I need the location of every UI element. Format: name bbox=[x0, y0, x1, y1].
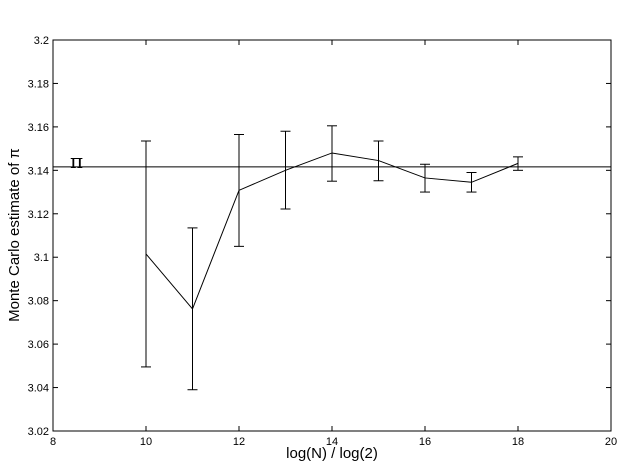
x-axis-label: log(N) / log(2) bbox=[286, 445, 378, 462]
series-group bbox=[141, 125, 523, 391]
y-tick-label: 3.14 bbox=[28, 165, 49, 177]
error-bar bbox=[141, 140, 151, 368]
error-bar bbox=[327, 125, 337, 182]
y-tick-label: 3.06 bbox=[28, 339, 49, 351]
error-bar bbox=[373, 140, 384, 182]
x-tick-label: 16 bbox=[419, 436, 431, 448]
y-tick-label: 3.02 bbox=[28, 426, 49, 438]
error-bar bbox=[187, 227, 198, 391]
y-tick-label: 3.18 bbox=[28, 78, 49, 90]
x-tick-label: 18 bbox=[512, 436, 524, 448]
error-bar bbox=[513, 156, 523, 171]
ticks bbox=[52, 39, 612, 432]
y-tick-label: 3.2 bbox=[34, 35, 49, 47]
y-tick-label: 3.16 bbox=[28, 122, 49, 134]
error-bar bbox=[466, 172, 477, 193]
x-tick-label: 8 bbox=[50, 436, 56, 448]
y-tick-label: 3.12 bbox=[28, 209, 49, 221]
y-tick-label: 3.1 bbox=[34, 252, 49, 264]
x-tick-label: 12 bbox=[233, 436, 245, 448]
tick-labels: 8 10 12 14 16 18 20 3.02 3.04 3.06 3.08 3.1 3.12 3.14… bbox=[28, 35, 618, 448]
error-bar bbox=[420, 163, 430, 193]
pi-reference-label: π bbox=[70, 149, 83, 173]
y-tick-label: 3.04 bbox=[28, 383, 49, 395]
y-axis-label: Monte Carlo estimate of π bbox=[6, 148, 23, 322]
plot-frame bbox=[52, 39, 612, 432]
x-tick-label: 14 bbox=[326, 436, 338, 448]
x-tick-label: 10 bbox=[140, 436, 152, 448]
error-bar bbox=[280, 130, 291, 210]
x-tick-label: 20 bbox=[605, 436, 617, 448]
y-tick-label: 3.08 bbox=[28, 296, 49, 308]
error-bar bbox=[234, 133, 244, 247]
